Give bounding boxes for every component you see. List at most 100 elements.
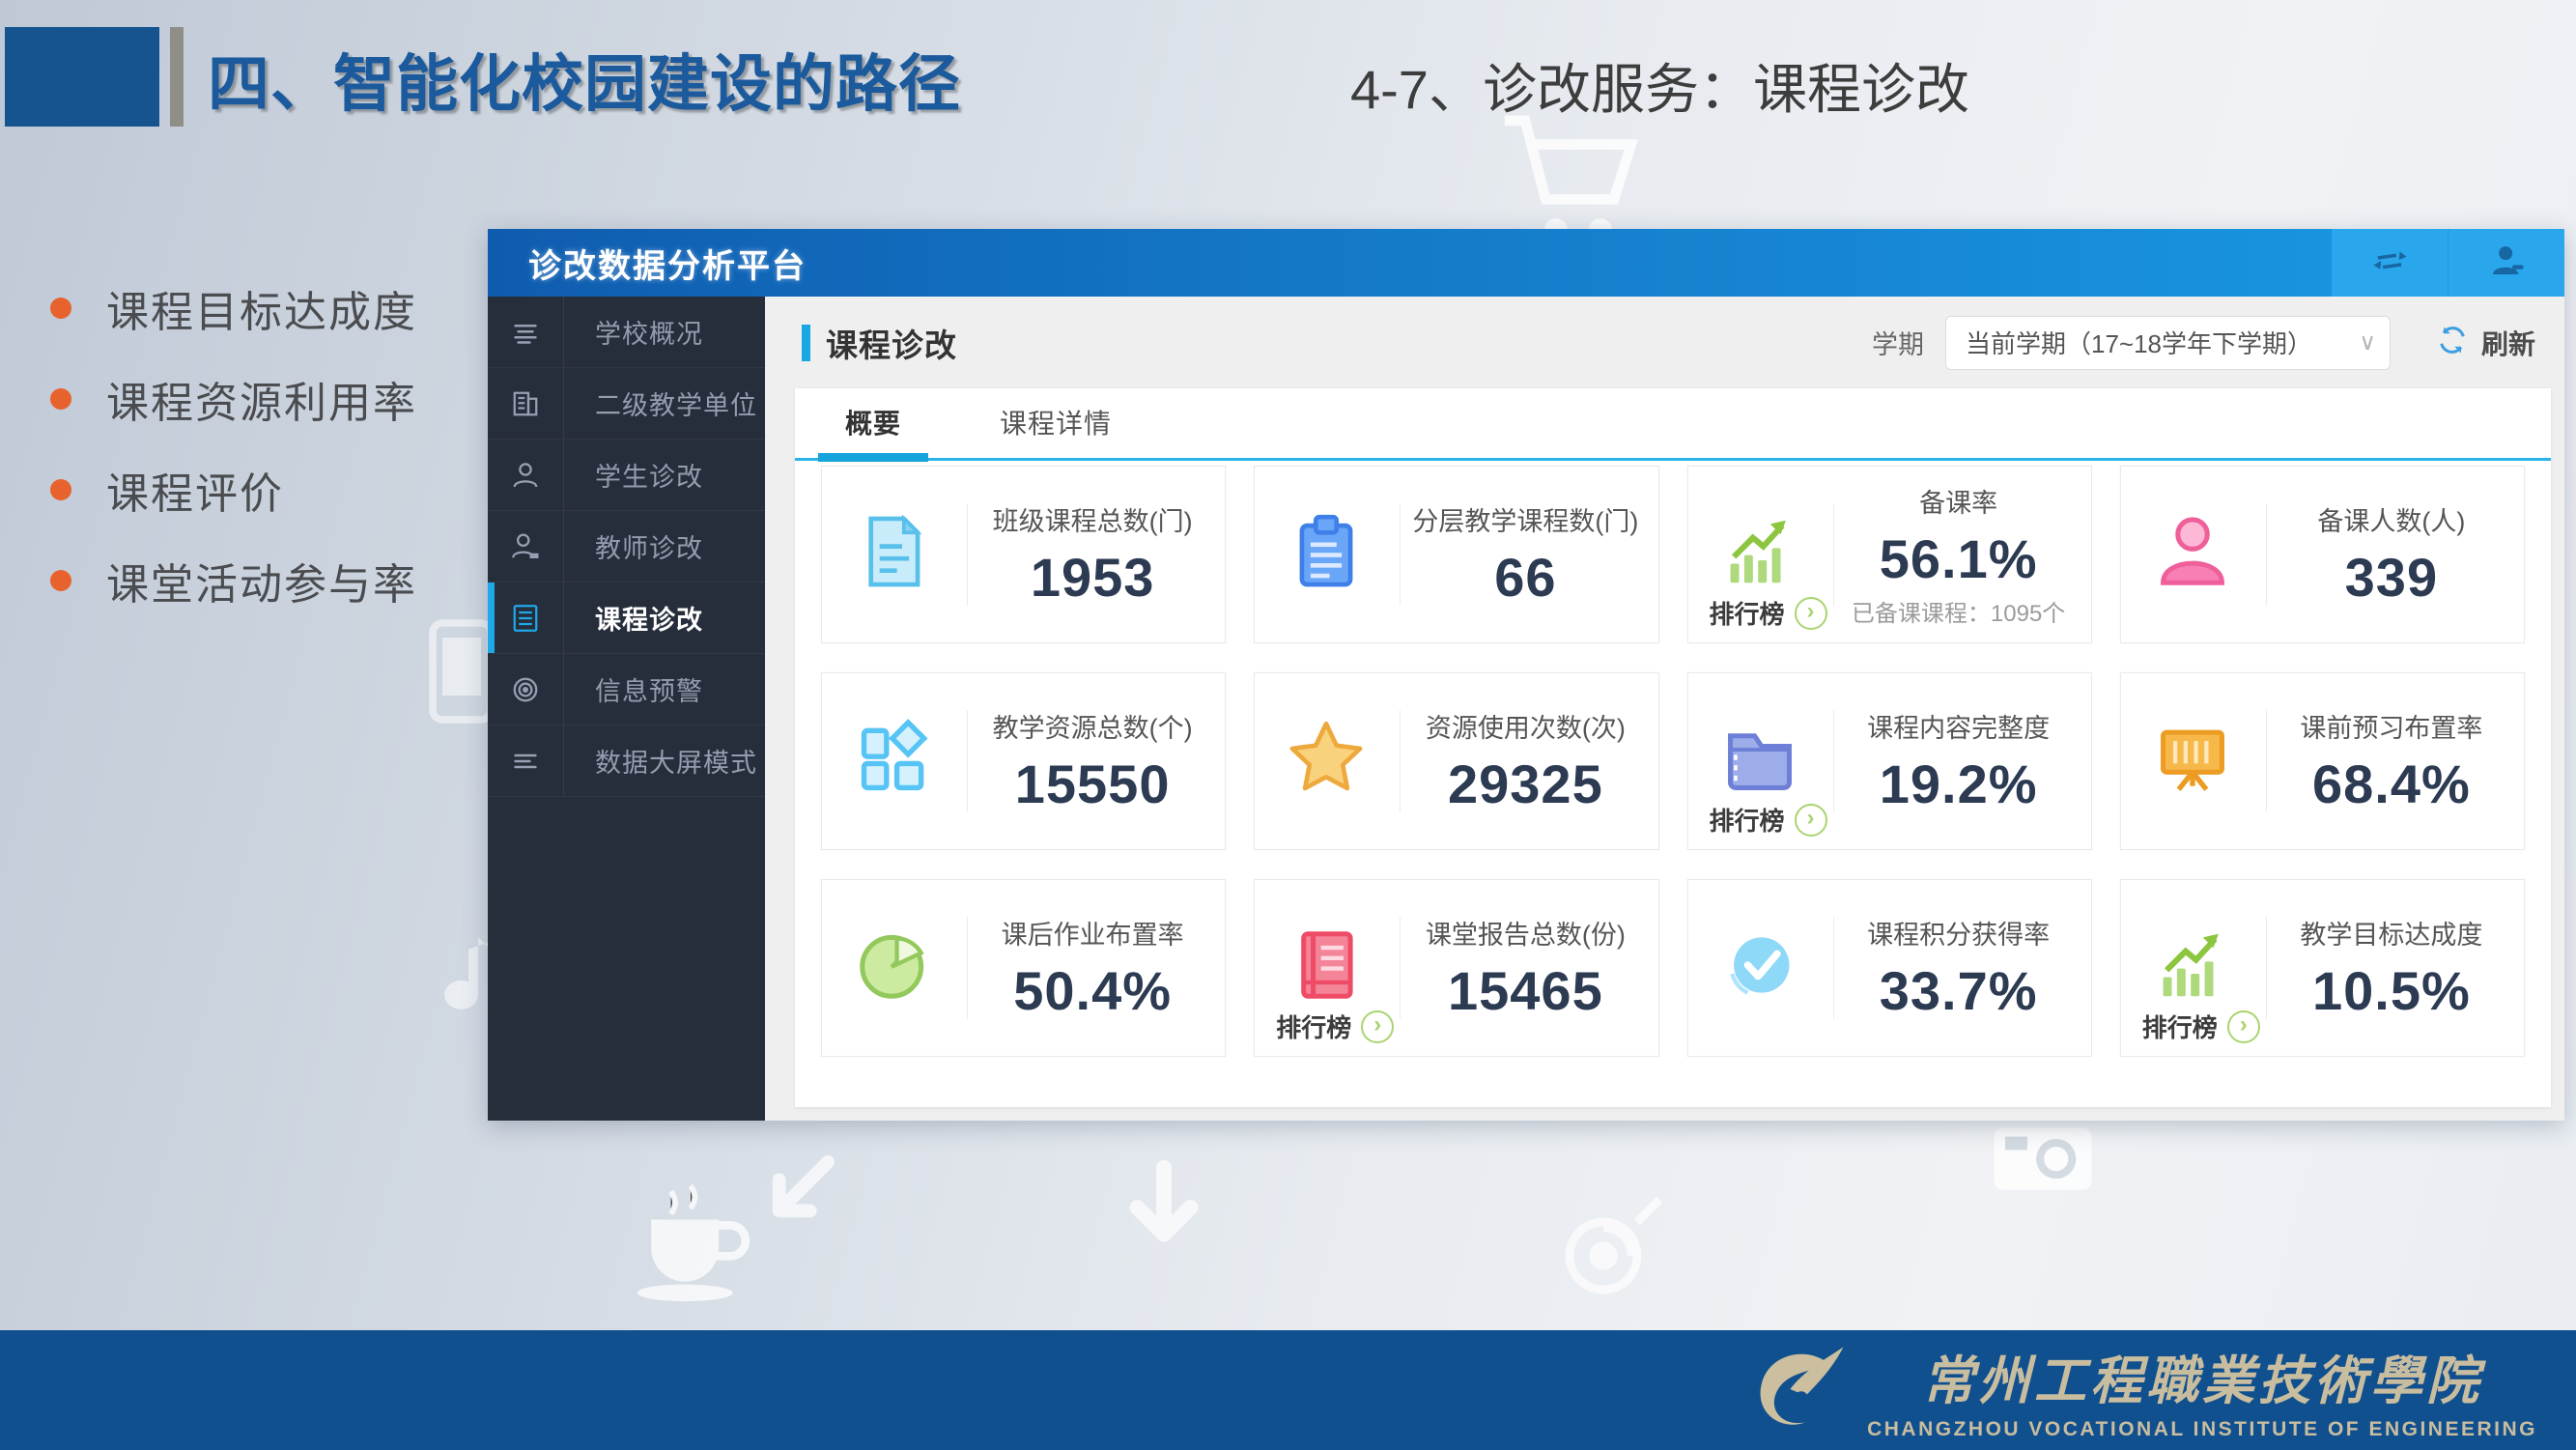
- refresh-label: 刷新: [2480, 328, 2535, 359]
- topbar-actions: [2332, 229, 2564, 297]
- stat-label: 分层教学课程数(门): [1412, 507, 1639, 536]
- stat-label: 教学资源总数(个): [992, 714, 1193, 743]
- school-name-zh: 常州工程職業技術學院: [1922, 1349, 2483, 1411]
- rank-link[interactable]: 排行榜 ›: [1710, 802, 1827, 838]
- stat-label: 课后作业布置率: [1001, 921, 1184, 950]
- blocks-icon: [849, 714, 938, 803]
- tabs-bar: 概要 课程详情: [795, 388, 2551, 462]
- rank-link[interactable]: 排行榜 ›: [1710, 595, 1827, 631]
- watermark-arrow-icon: [744, 1140, 850, 1246]
- switch-button[interactable]: [2332, 229, 2448, 297]
- sidebar: 学校概况 二级教学单位 学生诊改 教师诊改 课程诊改 信息预警 数据大屏模式: [488, 297, 765, 1121]
- stat-value: 15465: [1448, 960, 1603, 1021]
- sidebar-item-label: 课程诊改: [595, 606, 703, 635]
- bullet-item: 课程资源利用率: [50, 354, 417, 444]
- active-accent-bar: [488, 654, 495, 725]
- bullet-text: 课程目标达成度: [106, 289, 417, 336]
- sidebar-item-6[interactable]: 信息预警: [488, 654, 765, 725]
- menu-lines-icon: [488, 297, 564, 367]
- clipboard-icon: [1282, 507, 1371, 596]
- sidebar-item-3[interactable]: 学生诊改: [488, 440, 765, 511]
- stat-value: 29325: [1448, 753, 1603, 814]
- bullet-dot: [50, 298, 71, 319]
- active-accent-bar: [488, 583, 495, 653]
- stat-value: 68.4%: [2311, 753, 2471, 814]
- person-badge-icon: [488, 511, 564, 582]
- card-text: 教学目标达成度 10.5%: [2267, 880, 2516, 1056]
- active-accent-bar: [488, 511, 495, 582]
- stat-label: 备课率: [1919, 488, 1998, 518]
- stat-value: 19.2%: [1879, 753, 2038, 814]
- active-accent-bar: [488, 440, 495, 510]
- sidebar-item-4[interactable]: 教师诊改: [488, 511, 765, 583]
- sidebar-item-label: 数据大屏模式: [595, 749, 757, 778]
- stat-card: 分层教学课程数(门) 66 ›: [1254, 466, 1659, 643]
- page-title-wrap: 课程诊改: [802, 320, 957, 366]
- card-divider: [1832, 710, 1834, 812]
- stat-value: 10.5%: [2311, 960, 2471, 1021]
- stat-value: 33.7%: [1879, 960, 2038, 1021]
- sidebar-item-7[interactable]: 数据大屏模式: [488, 725, 765, 797]
- sidebar-item-1[interactable]: 学校概况: [488, 297, 765, 368]
- pie-icon: [849, 921, 938, 1009]
- bullet-dot: [50, 388, 71, 410]
- stat-card: 资源使用次数(次) 29325 ›: [1254, 672, 1659, 850]
- card-divider: [967, 503, 968, 606]
- stat-label: 课前预习布置率: [2300, 714, 2483, 743]
- watermark-satellite-icon: [1536, 1188, 1671, 1323]
- stat-value: 15550: [1014, 753, 1171, 814]
- card-text: 班级课程总数(门) 1953: [968, 467, 1217, 642]
- rank-link[interactable]: 排行榜 ›: [2142, 1009, 2260, 1044]
- rank-label: 排行榜: [1709, 600, 1785, 629]
- bullet-text: 课堂活动参与率: [106, 561, 417, 609]
- stat-card: 课程积分获得率 33.7% ›: [1686, 879, 2092, 1057]
- card-text: 课前预习布置率 68.4%: [2267, 673, 2516, 849]
- chevron-down-icon: ∨: [2359, 329, 2376, 355]
- chevron-right-icon: ›: [1794, 596, 1827, 630]
- watermark-down-arrow-icon: [1111, 1150, 1217, 1265]
- card-text: 课程积分获得率 33.7%: [1834, 880, 2083, 1056]
- semester-select[interactable]: 当前学期（17~18学年下学期） ∨: [1944, 315, 2391, 370]
- stat-label: 班级课程总数(门): [992, 507, 1193, 536]
- stat-card: 备课人数(人) 339 ›: [2119, 466, 2525, 643]
- doc-lines-icon: [488, 583, 564, 653]
- person-pink-icon: [2148, 507, 2237, 596]
- rank-link[interactable]: 排行榜 ›: [1276, 1009, 1395, 1044]
- screen-lines-icon: [488, 725, 564, 796]
- stat-label: 教学目标达成度: [2300, 921, 2483, 950]
- tab-course-detail[interactable]: 课程详情: [1000, 408, 1113, 439]
- stat-card: 班级课程总数(门) 1953 ›: [821, 466, 1227, 643]
- card-divider: [1400, 710, 1401, 812]
- watermark-music-note-icon: [406, 918, 522, 1043]
- target-icon: [488, 654, 564, 725]
- refresh-button[interactable]: 刷新: [2435, 323, 2535, 362]
- bullet-list: 课程目标达成度 课程资源利用率 课程评价 课堂活动参与率: [50, 263, 417, 626]
- stat-card: 教学资源总数(个) 15550 ›: [821, 672, 1227, 850]
- stat-label: 备课人数(人): [2317, 507, 2466, 536]
- card-text: 课堂报告总数(份) 15465: [1401, 880, 1650, 1056]
- sidebar-item-label: 信息预警: [595, 677, 703, 706]
- card-text: 备课率 56.1% 已备课课程：1095个: [1834, 467, 2083, 642]
- sidebar-item-2[interactable]: 二级教学单位: [488, 368, 765, 440]
- card-divider: [1400, 503, 1401, 606]
- stat-card: 备课率 56.1% 已备课课程：1095个 排行榜 ›: [1686, 466, 2092, 643]
- stat-card: 课堂报告总数(份) 15465 排行榜 ›: [1254, 879, 1659, 1057]
- school-name-en: CHANGZHOU VOCATIONAL INSTITUTE OF ENGINE…: [1867, 1417, 2537, 1440]
- page-title: 课程诊改: [826, 327, 957, 363]
- stat-sub-label: 已备课课程：1095个: [1851, 600, 2066, 627]
- star-icon: [1282, 714, 1371, 803]
- school-name: 常州工程職業技術學院 CHANGZHOU VOCATIONAL INSTITUT…: [1867, 1338, 2537, 1441]
- stat-label: 课程内容完整度: [1867, 714, 2051, 743]
- user-button[interactable]: [2449, 229, 2564, 297]
- sidebar-item-5[interactable]: 课程诊改: [488, 583, 765, 654]
- slide-subtitle: 4-7、诊改服务：课程诊改: [1350, 59, 1969, 120]
- tab-overview[interactable]: 概要: [817, 388, 929, 462]
- bullet-item: 课程评价: [50, 444, 417, 535]
- stat-card: 课程内容完整度 19.2% 排行榜 ›: [1686, 672, 2092, 850]
- footer-bar: 常州工程職業技術學院 CHANGZHOU VOCATIONAL INSTITUT…: [0, 1330, 2576, 1450]
- transfer-icon: [2369, 241, 2410, 286]
- stat-label: 课堂报告总数(份): [1425, 921, 1626, 950]
- stat-card: 课后作业布置率 50.4% ›: [821, 879, 1227, 1057]
- bullet-item: 课堂活动参与率: [50, 535, 417, 626]
